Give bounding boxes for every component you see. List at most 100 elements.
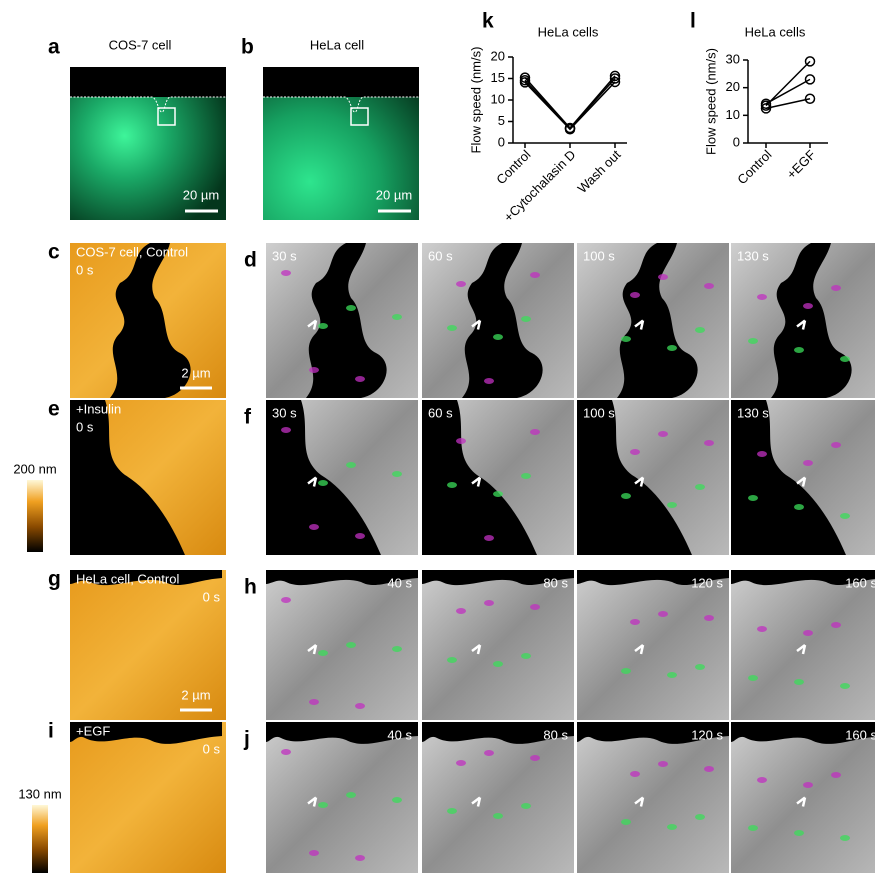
x-tick-label: Wash out [574, 147, 623, 196]
spot [530, 755, 540, 761]
image-top [70, 67, 226, 97]
spot [346, 642, 356, 648]
spot [456, 760, 466, 766]
image [577, 722, 729, 873]
overlay-frame: 100 s [577, 400, 729, 555]
spot [748, 825, 758, 831]
spot [346, 462, 356, 468]
scale-label: 2 µm [181, 687, 210, 702]
time-label: 130 s [737, 405, 769, 420]
spot [695, 814, 705, 820]
afm-image: +Insulin0 s [70, 400, 226, 555]
spot [281, 749, 291, 755]
spot [447, 482, 457, 488]
spot [704, 615, 714, 621]
spot [831, 772, 841, 778]
spot [658, 611, 668, 617]
spot [355, 855, 365, 861]
spot [493, 813, 503, 819]
spot [831, 622, 841, 628]
afm-image: +EGF0 s [70, 722, 226, 873]
spot [318, 480, 328, 486]
spot [281, 270, 291, 276]
spot [530, 272, 540, 278]
spot [757, 777, 767, 783]
overlay-frame: 120 s [577, 570, 729, 720]
series-line [525, 82, 615, 129]
time-label: 80 s [543, 727, 568, 742]
spot [318, 802, 328, 808]
spot [484, 535, 494, 541]
spot [484, 378, 494, 384]
y-tick-label: 20 [491, 48, 505, 63]
spot [794, 347, 804, 353]
spot [493, 334, 503, 340]
spot [748, 675, 758, 681]
spot [840, 683, 850, 689]
spot [392, 471, 402, 477]
panel-label: b [241, 36, 254, 59]
spot [840, 835, 850, 841]
spot [392, 314, 402, 320]
overlay-frame: 80 s [422, 722, 574, 873]
spot [309, 699, 319, 705]
spot [521, 316, 531, 322]
spot [757, 294, 767, 300]
panel-title: +EGF [76, 723, 110, 738]
scale-label: 20 µm [376, 187, 412, 202]
spot [493, 661, 503, 667]
spot [456, 608, 466, 614]
y-tick-label: 15 [491, 70, 505, 85]
spot [355, 703, 365, 709]
image [422, 722, 574, 873]
spot [803, 782, 813, 788]
spot [794, 830, 804, 836]
spot [748, 338, 758, 344]
panel-title: HeLa cell [310, 37, 364, 52]
x-tick-label: +EGF [784, 147, 819, 182]
spot [346, 792, 356, 798]
spot [281, 427, 291, 433]
spot [447, 325, 457, 331]
spot [757, 451, 767, 457]
spot [794, 504, 804, 510]
y-tick-label: 5 [498, 113, 505, 128]
spot [667, 345, 677, 351]
overlay-frame: 60 s [422, 400, 574, 555]
overlay-frame: 160 s [731, 570, 875, 720]
point [806, 57, 815, 66]
time-label: 40 s [387, 727, 412, 742]
image [422, 570, 574, 720]
spot [667, 502, 677, 508]
panel-title: COS-7 cell [109, 37, 172, 52]
overlay-frame: 30 s [266, 400, 418, 555]
panel-label: a [48, 36, 60, 59]
image-top [263, 67, 419, 97]
spot [630, 292, 640, 298]
panel-title: +Insulin [76, 401, 121, 416]
spot [346, 305, 356, 311]
time-label: 60 s [428, 405, 453, 420]
panel-label: h [244, 576, 257, 599]
x-tick-label: Control [734, 147, 774, 187]
spot [630, 619, 640, 625]
y-tick-label: 0 [733, 134, 740, 149]
overlay-frame: 40 s [266, 722, 418, 873]
spot [840, 513, 850, 519]
time-label: 80 s [543, 575, 568, 590]
spot [794, 679, 804, 685]
time-label: 130 s [737, 248, 769, 263]
panel-label: g [48, 568, 61, 591]
spot [493, 491, 503, 497]
chart-title: HeLa cells [745, 24, 806, 39]
image [577, 570, 729, 720]
spot [309, 367, 319, 373]
overlay-frame: 30 s [266, 243, 418, 398]
time-label: 0 s [203, 589, 221, 604]
spot [447, 657, 457, 663]
time-label: 40 s [387, 575, 412, 590]
y-axis-label: Flow speed (nm/s) [703, 48, 718, 155]
overlay-frame: 160 s [731, 722, 875, 873]
overlay-frame: 60 s [422, 243, 574, 398]
series-line [525, 76, 615, 128]
